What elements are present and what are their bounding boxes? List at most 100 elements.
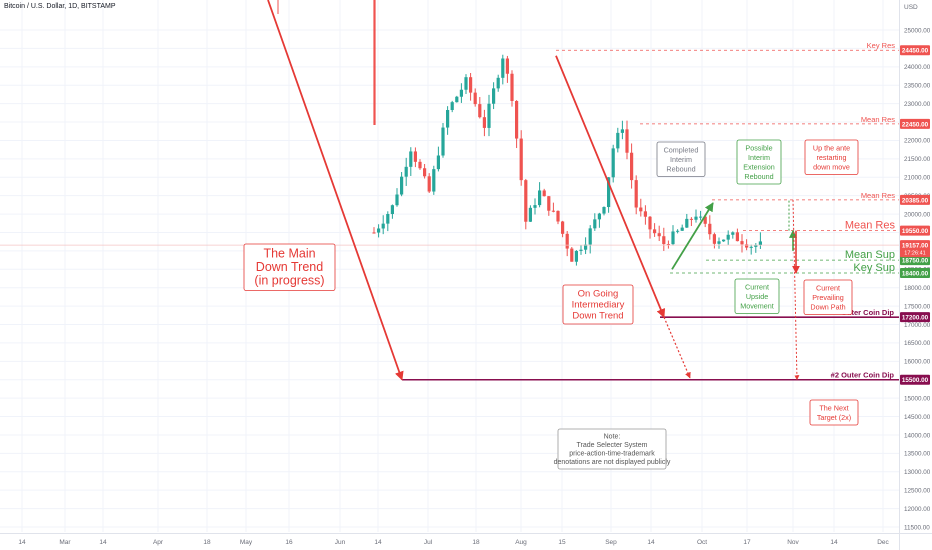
price-badge-text: 18400.00	[902, 270, 929, 277]
time-tick-label: Jun	[335, 539, 346, 546]
candle-body	[441, 127, 445, 156]
main-trend-note-text: Down Trend	[256, 260, 323, 274]
price-badge-text: 20385.00	[902, 197, 929, 204]
system-note-text: price-action-time-trademark	[569, 451, 655, 458]
candle-body	[699, 216, 703, 218]
time-tick-label: Aug	[515, 539, 527, 546]
price-badge-text: 24450.00	[902, 48, 929, 55]
candle-body	[519, 138, 523, 181]
candle-body	[556, 210, 560, 222]
candle-body	[703, 216, 707, 224]
price-tick-label: 18000.00	[904, 285, 931, 292]
price-badge-text: 17200.00	[902, 315, 929, 322]
candle-body	[758, 241, 762, 246]
candle-body	[749, 246, 753, 248]
price-tick-label: 11500.00	[904, 524, 930, 531]
candle-body	[712, 234, 716, 244]
candle-body	[377, 228, 381, 233]
completed-rebound-note-text: Interim	[670, 155, 692, 164]
candle-body	[542, 190, 546, 197]
candle-body	[685, 218, 689, 228]
candle-body	[409, 151, 413, 167]
level-label: Mean Res	[845, 220, 896, 232]
price-tick-label: 13500.00	[904, 451, 931, 458]
time-tick-label: 14	[830, 539, 838, 546]
time-tick-label: 17	[743, 539, 751, 546]
price-badge	[900, 45, 930, 56]
system-note-text: denotations are not displayed publicly	[554, 459, 671, 466]
time-tick-label: 14	[647, 539, 655, 546]
down-path-note-text: Down Path	[810, 302, 845, 311]
current-price-text: 19157.00	[902, 242, 929, 249]
candle-body	[436, 155, 440, 170]
extension-rebound-note-text: Rebound	[744, 172, 773, 181]
price-tick-label: 12000.00	[904, 506, 931, 513]
time-tick-label: May	[240, 539, 253, 546]
price-tick-label: 17000.00	[904, 322, 931, 329]
price-tick-label: 14500.00	[904, 414, 931, 421]
extension-rebound-note-text: Interim	[748, 153, 770, 162]
candle-body	[533, 205, 537, 208]
candle-body	[662, 236, 666, 245]
price-badge	[900, 267, 930, 278]
candle-body	[611, 148, 615, 178]
extension-rebound-note-text: Possible	[745, 143, 772, 152]
candle-body	[501, 58, 505, 78]
candle-body	[726, 234, 730, 240]
price-badge-text: 18750.00	[902, 257, 929, 264]
level-label: #2 Outer Coin Dip	[831, 371, 895, 380]
time-tick-label: Oct	[697, 539, 707, 546]
candle-body	[708, 223, 712, 235]
time-tick-label: 15	[558, 539, 566, 546]
candle-body	[620, 129, 624, 133]
price-badge	[900, 255, 930, 266]
level-label: Key Sup	[853, 262, 895, 274]
candle-body	[648, 216, 652, 230]
system-note	[557, 428, 667, 470]
candle-body	[427, 176, 431, 192]
candle-body	[524, 180, 528, 222]
candle-body	[551, 210, 555, 212]
candle-body	[404, 166, 408, 177]
candle-body	[616, 132, 620, 149]
next-target-note-text: Target (2x)	[817, 413, 851, 422]
candle-body	[754, 245, 758, 247]
candle-body	[740, 241, 744, 245]
candle-body	[446, 110, 450, 128]
target-dotted	[792, 199, 800, 381]
price-badge-text: 19550.00	[902, 228, 929, 235]
candle-body	[574, 250, 578, 262]
candle-body	[602, 207, 606, 214]
candle-body	[450, 102, 454, 111]
price-tick-label: 25000.00	[904, 27, 931, 34]
price-badge	[900, 225, 930, 236]
down-path-note-text: Prevailing	[812, 293, 844, 302]
countdown-text: 17:26:41	[904, 251, 925, 257]
candle-body	[386, 214, 390, 224]
system-note-text: Trade Selecter System	[577, 442, 648, 449]
price-badge-text: 22450.00	[902, 121, 929, 128]
currency-label: USD	[904, 4, 918, 11]
upside-movement-note-text: Upside	[746, 292, 768, 301]
upside-movement-note-text: Movement	[740, 301, 774, 310]
time-tick-label: Sep	[605, 539, 617, 546]
candle-body	[561, 221, 565, 234]
level-label: Mean Sup	[845, 249, 895, 261]
price-tick-label: 21000.00	[904, 175, 931, 182]
time-tick-label: 18	[472, 539, 480, 546]
up-the-ante-note-text: Up the ante	[813, 143, 850, 152]
candle-body	[455, 96, 459, 103]
candle-body	[630, 152, 634, 181]
symbol-title: Bitcoin / U.S. Dollar, 1D, BITSTAMP	[4, 3, 116, 10]
completed-rebound-note-text: Completed	[664, 145, 699, 154]
intermediary-trend-note-text: Down Trend	[572, 311, 623, 322]
extension-rebound-note	[736, 139, 782, 185]
price-tick-label: 16500.00	[904, 340, 931, 347]
candle-body	[459, 89, 463, 97]
candle-body	[473, 92, 477, 105]
next-target-note	[809, 399, 859, 426]
candle-body	[584, 244, 588, 250]
candle-body	[735, 232, 739, 242]
time-tick-label: 18	[203, 539, 211, 546]
